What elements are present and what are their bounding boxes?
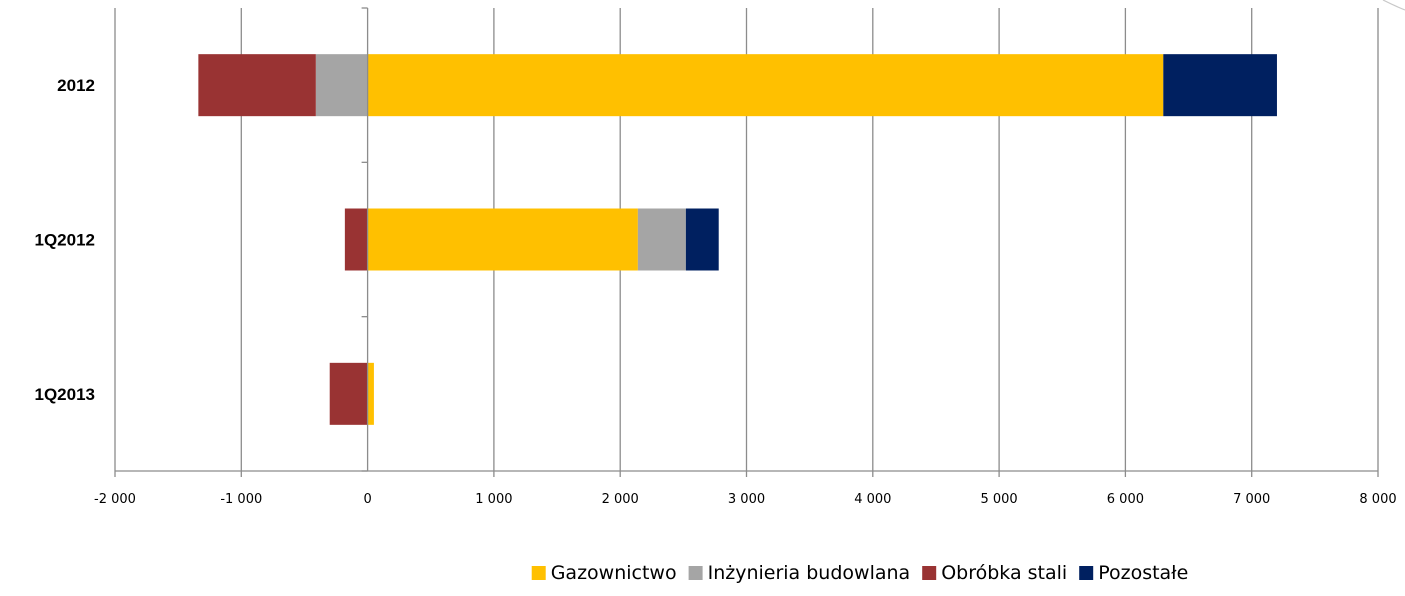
legend-label-inzynieria-budowlana: Inżynieria budowlana: [708, 562, 911, 584]
x-tick-label: 3 000: [728, 492, 765, 507]
legend-swatch-gazownictwo: [531, 566, 546, 580]
x-tick-label: 5 000: [980, 492, 1017, 507]
x-tick-label: 4 000: [854, 492, 891, 507]
bar-gazownictwo-1q2012: [367, 208, 638, 271]
x-tick-label: -2 000: [94, 492, 136, 507]
x-tick-label: 2 000: [602, 492, 639, 507]
legend: Gazownictwo Inżynieria budowlana Obróbka s…: [531, 562, 1188, 584]
x-tick-label: -1 000: [220, 492, 262, 507]
axes: [115, 7, 1378, 472]
bar-inzynieria-budowlana-2012: [315, 54, 368, 117]
labels: -2 000 -1 000 0 1 000 2 000 3 000 4 000 5 000 6 …: [35, 76, 1397, 507]
category-label: 2012: [57, 76, 95, 95]
category-label: 1Q2013: [35, 385, 96, 404]
x-tick-label: 0: [363, 492, 371, 507]
x-tick-label: 6 000: [1107, 492, 1144, 507]
bar-obrobka-stali-2012: [198, 54, 316, 117]
legend-swatch-obrobka-stali: [922, 566, 937, 580]
bar-obrobka-stali-1q2013: [329, 362, 368, 425]
legend-swatch-pozostale: [1079, 566, 1094, 580]
bar-gazownictwo-2012: [367, 54, 1164, 117]
x-tick-label: 8 000: [1359, 492, 1396, 507]
legend-swatch-inzynieria-budowlana: [688, 566, 703, 580]
decorative-arc: [1382, 0, 1405, 11]
category-label: 1Q2012: [35, 231, 96, 250]
legend-label-obrobka-stali: Obróbka stali: [941, 562, 1067, 584]
x-tick-label: 7 000: [1233, 492, 1270, 507]
legend-label-pozostale: Pozostałe: [1098, 562, 1188, 584]
bar-gazownictwo-1q2013: [367, 362, 374, 425]
bar-obrobka-stali-1q2012: [344, 208, 368, 271]
bar-inzynieria-budowlana-1q2012: [637, 208, 686, 271]
x-tick-label: 1 000: [475, 492, 512, 507]
legend-label-gazownictwo: Gazownictwo: [551, 562, 677, 584]
bar-pozostale-1q2012: [685, 208, 719, 271]
bar-pozostale-2012: [1163, 54, 1277, 117]
bars: [198, 54, 1277, 425]
